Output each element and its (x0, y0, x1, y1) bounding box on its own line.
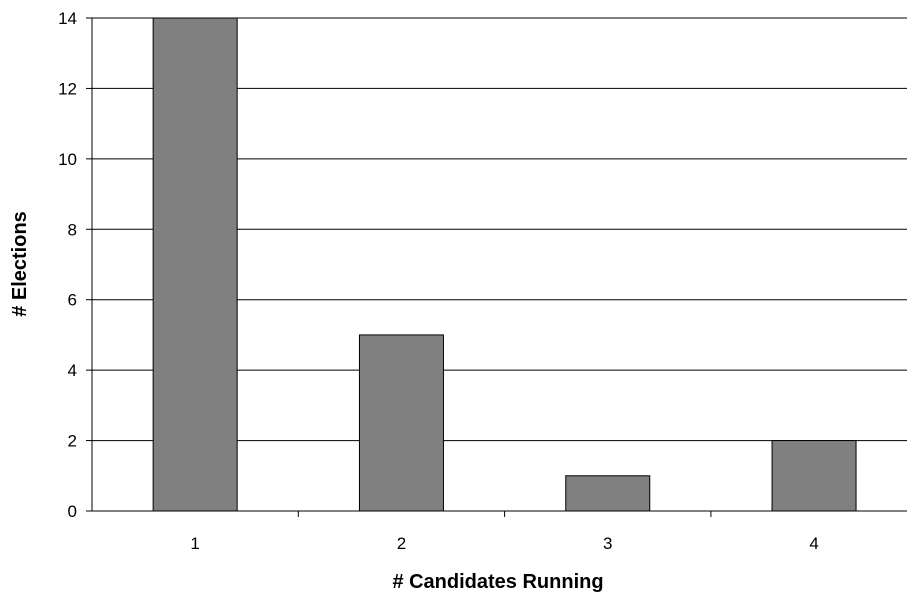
y-axis-title: # Elections (9, 211, 31, 317)
y-tick-label: 14 (58, 9, 77, 28)
y-tick-label: 6 (68, 291, 77, 310)
bar-3 (565, 475, 651, 512)
y-tick-label: 12 (58, 79, 77, 98)
x-axis-ticks: 1 2 3 4 (190, 511, 819, 553)
bars (152, 17, 857, 512)
y-tick-label: 2 (68, 432, 77, 451)
y-tick-label: 4 (68, 361, 77, 380)
x-tick-label: 1 (190, 534, 199, 553)
x-tick-label: 4 (809, 534, 818, 553)
x-axis-title: # Candidates Running (392, 571, 603, 593)
y-axis-ticks: 0 2 4 6 8 10 12 14 (58, 9, 92, 521)
y-tick-label: 8 (68, 220, 77, 239)
axes (91, 18, 907, 512)
bar-2 (358, 334, 444, 512)
x-tick-label: 3 (603, 534, 612, 553)
bar-4 (771, 440, 857, 512)
y-tick-label: 10 (58, 150, 77, 169)
bar-1 (152, 17, 238, 512)
x-tick-label: 2 (397, 534, 406, 553)
y-tick-label: 0 (68, 502, 77, 521)
